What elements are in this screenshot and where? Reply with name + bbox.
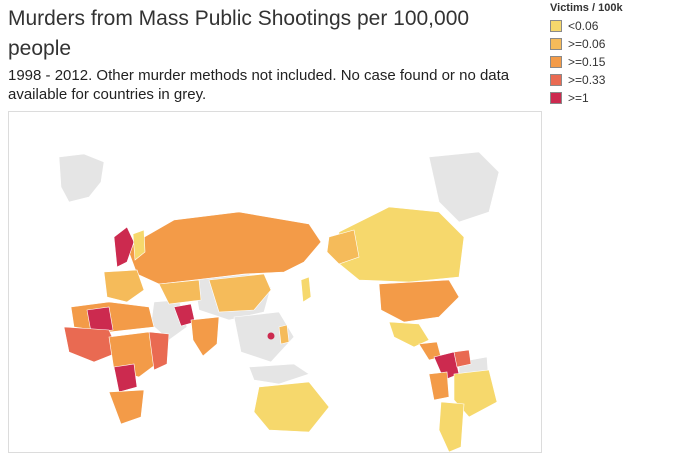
legend-label: >=0.06 bbox=[568, 37, 606, 51]
map-region-grey-indonesia[interactable] bbox=[248, 363, 310, 385]
world-map[interactable] bbox=[9, 112, 541, 452]
map-region-australia[interactable] bbox=[253, 381, 330, 433]
map-region-ecuador-peru[interactable] bbox=[428, 371, 450, 401]
legend-swatch bbox=[550, 92, 562, 104]
legend-swatch bbox=[550, 38, 562, 50]
legend-swatch bbox=[550, 20, 562, 32]
map-region-canada[interactable] bbox=[336, 206, 465, 283]
legend-item[interactable]: >=0.15 bbox=[548, 53, 680, 71]
map-region-southern-africa[interactable] bbox=[108, 389, 145, 425]
legend-label: >=0.33 bbox=[568, 73, 606, 87]
legend-item[interactable]: >=0.06 bbox=[548, 35, 680, 53]
title-block: Murders from Mass Public Shootings per 1… bbox=[8, 4, 528, 104]
legend-title: Victims / 100k bbox=[550, 2, 623, 14]
legend-item[interactable]: >=1 bbox=[548, 89, 680, 107]
map-region-alaska[interactable] bbox=[326, 229, 360, 265]
map-marker-pacific-island[interactable] bbox=[267, 332, 275, 340]
map-region-grey-southeast-asia[interactable] bbox=[233, 311, 295, 363]
map-region-venezuela[interactable] bbox=[453, 349, 472, 368]
chart-title: Murders from Mass Public Shootings per 1… bbox=[8, 7, 470, 60]
map-region-japan[interactable] bbox=[300, 276, 312, 303]
map-frame[interactable] bbox=[8, 111, 542, 453]
map-region-congo[interactable] bbox=[113, 363, 138, 393]
legend-label: <0.06 bbox=[568, 19, 599, 33]
map-region-algeria[interactable] bbox=[86, 306, 114, 333]
map-region-kazakhstan[interactable] bbox=[158, 279, 202, 305]
map-region-finland[interactable] bbox=[132, 229, 146, 261]
legend-label: >=0.15 bbox=[568, 55, 606, 69]
map-region-india[interactable] bbox=[190, 316, 220, 357]
map-region-philippines[interactable] bbox=[278, 324, 290, 345]
map-region-grey-western-europe[interactable] bbox=[58, 153, 105, 203]
legend-swatch bbox=[550, 74, 562, 86]
map-region-brazil[interactable] bbox=[453, 369, 498, 418]
map-region-central-europe[interactable] bbox=[103, 269, 145, 303]
legend-item[interactable]: <0.06 bbox=[548, 17, 680, 35]
map-region-east-africa[interactable] bbox=[148, 331, 170, 371]
map-region-grey-greenland[interactable] bbox=[428, 151, 500, 223]
legend-label: >=1 bbox=[568, 91, 589, 105]
map-region-norway-sweden[interactable] bbox=[113, 226, 135, 268]
map-region-russia[interactable] bbox=[126, 211, 322, 285]
legend-swatch bbox=[550, 56, 562, 68]
map-region-usa[interactable] bbox=[378, 279, 460, 323]
legend-items: <0.06 >=0.06 >=0.15 >=0.33 >=1 bbox=[548, 17, 680, 107]
map-region-argentina-chile[interactable] bbox=[438, 401, 465, 452]
map-region-china[interactable] bbox=[208, 273, 272, 313]
map-region-west-africa[interactable] bbox=[63, 326, 120, 363]
legend: Victims / 100k <0.06 >=0.06 >=0.15 >=0.33 >=… bbox=[548, 2, 680, 107]
legend-item[interactable]: >=0.33 bbox=[548, 71, 680, 89]
map-region-mexico[interactable] bbox=[388, 321, 430, 348]
chart-subtitle: 1998 - 2012. Other murder methods not in… bbox=[8, 67, 510, 103]
